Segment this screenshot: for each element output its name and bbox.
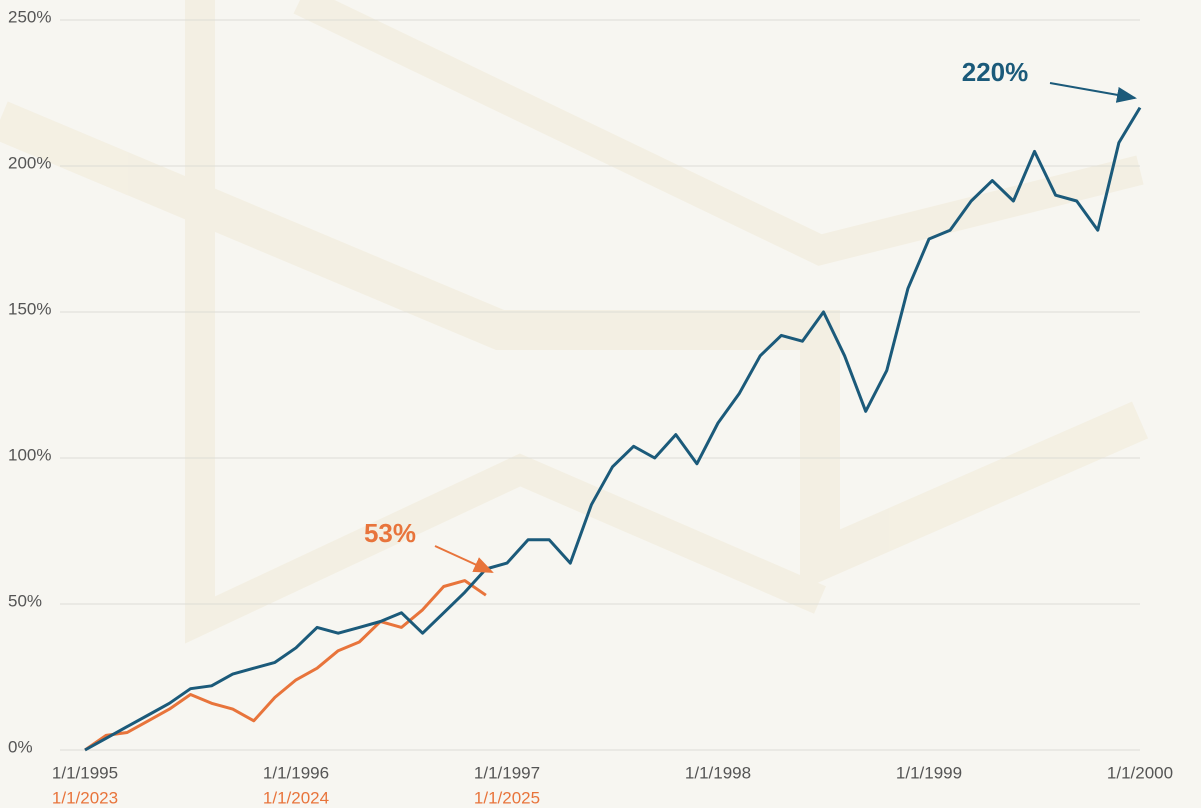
annotation-arrow [435, 546, 492, 572]
annotation-arrow [1050, 83, 1135, 98]
x-tick-label: 1/1/1996 [263, 763, 329, 782]
y-tick-label: 100% [8, 445, 51, 464]
chart: 220% 53% 0% 50% 100% 150% 200% 250% 1/1/1995 1/… [0, 0, 1201, 808]
x-tick-label-secondary: 1/1/2023 [52, 788, 118, 807]
x-tick-label-secondary: 1/1/2024 [263, 788, 329, 807]
annotation: 53% [364, 518, 416, 548]
x-tick-label: 1/1/2000 [1107, 763, 1173, 782]
x-tick-label: 1/1/1998 [685, 763, 751, 782]
background-decoration [0, 0, 1140, 620]
y-tick-label: 0% [8, 737, 33, 756]
line-series [85, 581, 486, 750]
y-tick-label: 50% [8, 591, 42, 610]
x-tick-label: 1/1/1995 [52, 763, 118, 782]
x-tick-label-secondary: 1/1/2025 [474, 788, 540, 807]
x-tick-label: 1/1/1997 [474, 763, 540, 782]
y-tick-label: 150% [8, 299, 51, 318]
x-tick-label: 1/1/1999 [896, 763, 962, 782]
y-tick-label: 200% [8, 153, 51, 172]
annotation: 220% [962, 57, 1029, 87]
y-tick-label: 250% [8, 7, 51, 26]
